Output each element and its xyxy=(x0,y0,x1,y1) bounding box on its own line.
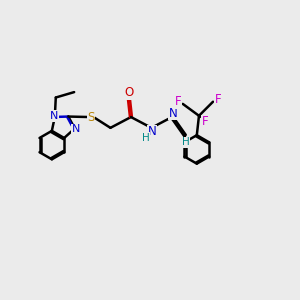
Text: H: H xyxy=(182,137,190,147)
Text: N: N xyxy=(148,125,157,138)
Text: H: H xyxy=(142,133,149,142)
Text: F: F xyxy=(214,93,221,106)
Text: F: F xyxy=(175,95,181,108)
Text: F: F xyxy=(202,115,208,128)
Text: N: N xyxy=(169,106,177,120)
Text: S: S xyxy=(87,110,95,124)
Text: O: O xyxy=(124,86,134,99)
Text: N: N xyxy=(50,111,58,121)
Text: N: N xyxy=(71,124,80,134)
